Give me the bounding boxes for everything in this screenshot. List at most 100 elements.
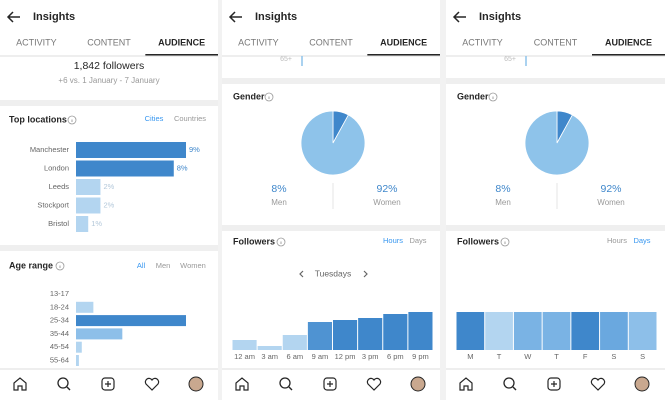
bar-label: Bristol xyxy=(48,219,69,228)
bar-label: 13-17 xyxy=(50,289,69,298)
tab[interactable]: CONTENT xyxy=(309,37,353,47)
nav-new-post[interactable] xyxy=(323,377,337,391)
back-arrow[interactable] xyxy=(6,11,20,23)
prev-day-arrow[interactable] xyxy=(299,270,304,278)
filter-option[interactable]: Cities xyxy=(145,114,164,123)
nav-home[interactable] xyxy=(235,377,249,391)
nav-search-handle xyxy=(288,386,293,391)
header-title: Insights xyxy=(33,11,75,23)
bar xyxy=(571,312,600,350)
filter-option[interactable]: Women xyxy=(180,261,206,270)
nav-search[interactable] xyxy=(503,377,515,389)
bar-label: Stockport xyxy=(37,200,70,209)
bar xyxy=(307,322,332,350)
section-title: Gender xyxy=(457,91,489,101)
nav-new-post[interactable] xyxy=(547,377,561,391)
bar-label: T xyxy=(554,352,559,361)
tab[interactable]: CONTENT xyxy=(87,37,131,47)
nav-new-post-plus xyxy=(551,381,557,387)
bar-label: Leeds xyxy=(49,182,70,191)
nav-profile[interactable] xyxy=(410,376,426,392)
info-icon[interactable] xyxy=(67,115,77,125)
bar xyxy=(358,318,383,350)
nav-new-post-plus xyxy=(105,381,111,387)
bar xyxy=(76,142,186,158)
next-day-arrow[interactable] xyxy=(363,270,368,278)
nav-profile[interactable] xyxy=(634,376,650,392)
bar-value-label: 2% xyxy=(103,200,114,209)
tab[interactable]: AUDIENCE xyxy=(158,37,205,47)
filter-option[interactable]: Hours xyxy=(383,236,403,245)
bar xyxy=(76,301,94,313)
filter-option[interactable]: Hours xyxy=(607,236,627,245)
bar-label: 35-44 xyxy=(50,329,69,338)
bar xyxy=(485,312,513,350)
age-cut-label: 65+ xyxy=(280,56,292,63)
nav-home[interactable] xyxy=(13,377,27,391)
info-icon[interactable] xyxy=(276,237,286,247)
tab[interactable]: ACTIVITY xyxy=(16,37,57,47)
tab[interactable]: ACTIVITY xyxy=(462,37,503,47)
info-icon[interactable] xyxy=(264,92,274,102)
bar-value-label: 8% xyxy=(177,163,188,172)
gender-percent: 8% xyxy=(495,183,510,195)
back-arrow[interactable] xyxy=(452,11,466,23)
nav-search[interactable] xyxy=(279,377,291,389)
nav-new-post-plus xyxy=(327,381,333,387)
gender-label: Men xyxy=(495,198,511,207)
bar-label: 3 am xyxy=(261,352,278,361)
tab[interactable]: CONTENT xyxy=(534,37,578,47)
bar-label: 18-24 xyxy=(50,302,69,311)
back-arrow[interactable] xyxy=(228,11,242,23)
nav-activity[interactable] xyxy=(366,377,382,391)
gender-label: Women xyxy=(597,198,624,207)
gender-percent: 92% xyxy=(600,183,621,195)
nav-activity[interactable] xyxy=(144,377,160,391)
filter-option[interactable]: Men xyxy=(156,261,171,270)
section-divider xyxy=(0,100,218,106)
tab[interactable]: AUDIENCE xyxy=(380,37,427,47)
bar-label: 6 pm xyxy=(387,352,404,361)
day-selector: Tuesdays xyxy=(315,268,352,278)
bar-label: F xyxy=(583,352,588,361)
age-cut-label: 65+ xyxy=(504,56,516,63)
filter-option[interactable]: All xyxy=(137,261,146,270)
bar-label: 9 am xyxy=(312,352,329,361)
nav-profile[interactable] xyxy=(188,376,204,392)
bar xyxy=(408,312,433,350)
nav-home[interactable] xyxy=(459,377,473,391)
nav-new-post[interactable] xyxy=(101,377,115,391)
section-divider xyxy=(222,225,440,231)
tab[interactable]: AUDIENCE xyxy=(605,37,652,47)
info-icon[interactable] xyxy=(488,92,498,102)
section-title: Followers xyxy=(457,236,499,246)
nav-search-handle xyxy=(512,386,517,391)
bar-label: 12 am xyxy=(234,352,255,361)
filter-option[interactable]: Days xyxy=(633,236,650,245)
section-title: Top locations xyxy=(9,114,67,124)
filter-option[interactable]: Countries xyxy=(174,114,206,123)
nav-search[interactable] xyxy=(57,377,69,389)
bar xyxy=(600,312,628,350)
bar-label: S xyxy=(611,352,616,361)
info-icon[interactable] xyxy=(55,261,65,271)
bar xyxy=(76,355,79,366)
bar xyxy=(333,320,358,350)
bar xyxy=(76,197,101,214)
nav-activity[interactable] xyxy=(590,377,606,391)
bar-label: S xyxy=(640,352,645,361)
bar xyxy=(542,312,571,350)
filter-option[interactable]: Days xyxy=(409,236,426,245)
bar-label: London xyxy=(44,163,69,172)
section-divider xyxy=(222,78,440,84)
info-icon[interactable] xyxy=(500,237,510,247)
pie-slice xyxy=(524,110,590,176)
bar xyxy=(456,312,485,350)
header-title: Insights xyxy=(255,11,297,23)
tab[interactable]: ACTIVITY xyxy=(238,37,279,47)
bar xyxy=(76,216,89,232)
bar xyxy=(76,160,174,177)
bar-label: M xyxy=(467,352,473,361)
